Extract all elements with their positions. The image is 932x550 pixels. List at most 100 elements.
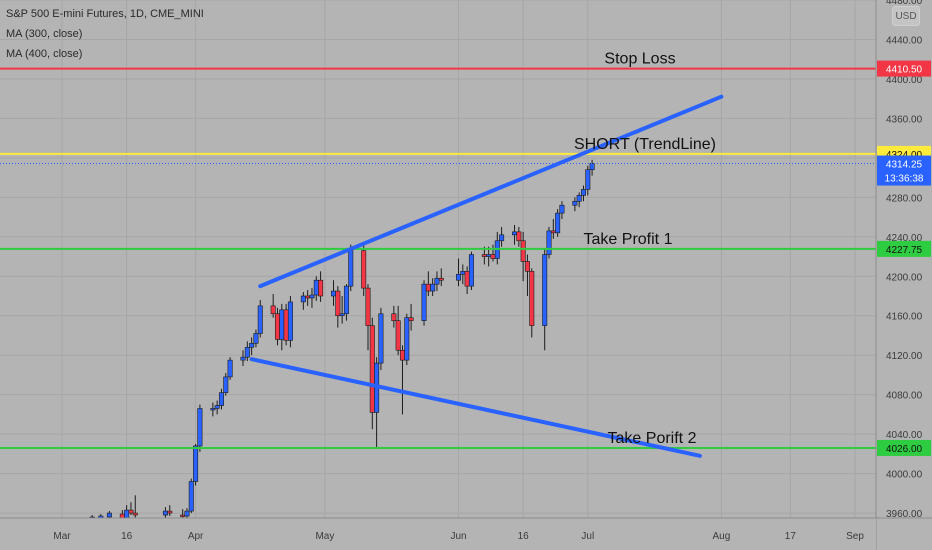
candle-body [318,279,324,297]
candle [580,185,586,202]
time-tick-label: Mar [53,531,71,542]
trendlines [249,94,724,458]
candle-body [128,509,134,514]
candle [529,268,535,338]
candle [404,313,410,366]
candle-body [555,212,561,234]
candle-body [585,169,591,190]
price-tick-label: 4160.00 [886,312,923,323]
candle-body [455,273,461,281]
candle-body [408,317,414,321]
candle [270,294,276,318]
time-tick-label: 16 [518,531,530,542]
level-price-tag [877,439,931,456]
price-tick-label: 4360.00 [886,114,923,125]
candle-body [300,295,306,303]
candle [589,159,595,176]
candle [430,278,436,296]
candle [421,280,427,326]
candle-body [218,392,224,406]
candle-body [214,405,220,409]
candle [395,305,401,356]
candle [524,254,530,296]
candle [559,201,565,220]
candle [227,357,233,380]
currency-button[interactable]: USD [892,6,920,26]
candle-body [305,295,311,299]
candle-body [270,305,276,315]
candle [339,296,345,324]
price-tick-label: 4280.00 [886,193,923,204]
ma-400-legend[interactable]: MA (400, close) [6,48,83,60]
candle [210,402,216,417]
candle-body [279,309,285,340]
time-axis[interactable]: Mar 16 Apr May Jun 16 Jul Aug 17 Sep [0,517,932,550]
level-price-tag [877,240,931,257]
candle [193,444,199,486]
candle [520,231,526,282]
candle-body [369,325,375,413]
ma-300-legend[interactable]: MA (300, close) [6,28,83,40]
candle [188,478,194,514]
candle-body [193,445,199,482]
candle [378,307,384,370]
price-axis[interactable]: 3960.00 4000.00 4040.00 4080.00 4120.00 4160.… [875,0,932,550]
candle-body [524,261,530,272]
time-tick-label: Jul [581,531,594,542]
candle [555,209,561,237]
price-tick-label: 4120.00 [886,351,923,362]
candle [572,197,578,212]
time-tick-label: Apr [188,531,204,542]
price-axis-background [876,0,932,550]
time-axis-background [0,518,876,550]
chart-grid [0,0,876,518]
candle-body [132,512,138,516]
candle [408,303,414,331]
level-price-tag-label: 4026.00 [886,444,923,455]
candle-body [223,376,229,393]
candle-body [283,309,289,341]
candle-body [162,510,168,516]
candle-body [124,509,130,519]
candle [257,299,263,338]
candle [300,292,306,310]
candle-body [244,347,250,358]
candle-body [106,512,112,518]
candle-body [335,290,341,317]
candle-body [580,189,586,196]
candle-body [378,313,384,364]
price-tick-label: 4240.00 [886,233,923,244]
time-tick-label: Sep [846,531,864,542]
candle [468,251,474,291]
candle-body [253,333,259,344]
candle-body [430,283,436,292]
candle-body [391,313,397,321]
level-label: SHORT (TrendLine) [574,136,716,153]
price-tick-label: 4400.00 [886,75,923,86]
candle-body [249,343,255,348]
time-tick-label: Aug [712,531,730,542]
trendline [258,94,724,289]
time-tick-label: Jun [450,531,466,542]
symbol-legend[interactable]: S&P 500 E-mini Futures, 1D, CME_MINI [6,8,204,20]
candle-body [550,230,556,234]
countdown-label: 13:36:38 [885,174,924,185]
time-tick-label: 16 [121,531,133,542]
trendline [249,357,702,458]
candle [365,284,371,351]
candle [274,307,280,346]
candle-body [589,163,595,171]
candle [128,502,134,516]
candle-body [395,320,401,351]
candle [391,305,397,328]
candle-body [434,277,440,285]
candle [499,226,505,247]
plot-background [0,0,876,518]
candle-body [464,271,470,287]
price-tags: 4410.50 4324.00 4227.75 4026.00 4314.25 13:36… [0,60,931,456]
candle [516,226,522,247]
last-price-tag [877,155,931,186]
candle [546,226,552,259]
candle-body [197,408,203,447]
